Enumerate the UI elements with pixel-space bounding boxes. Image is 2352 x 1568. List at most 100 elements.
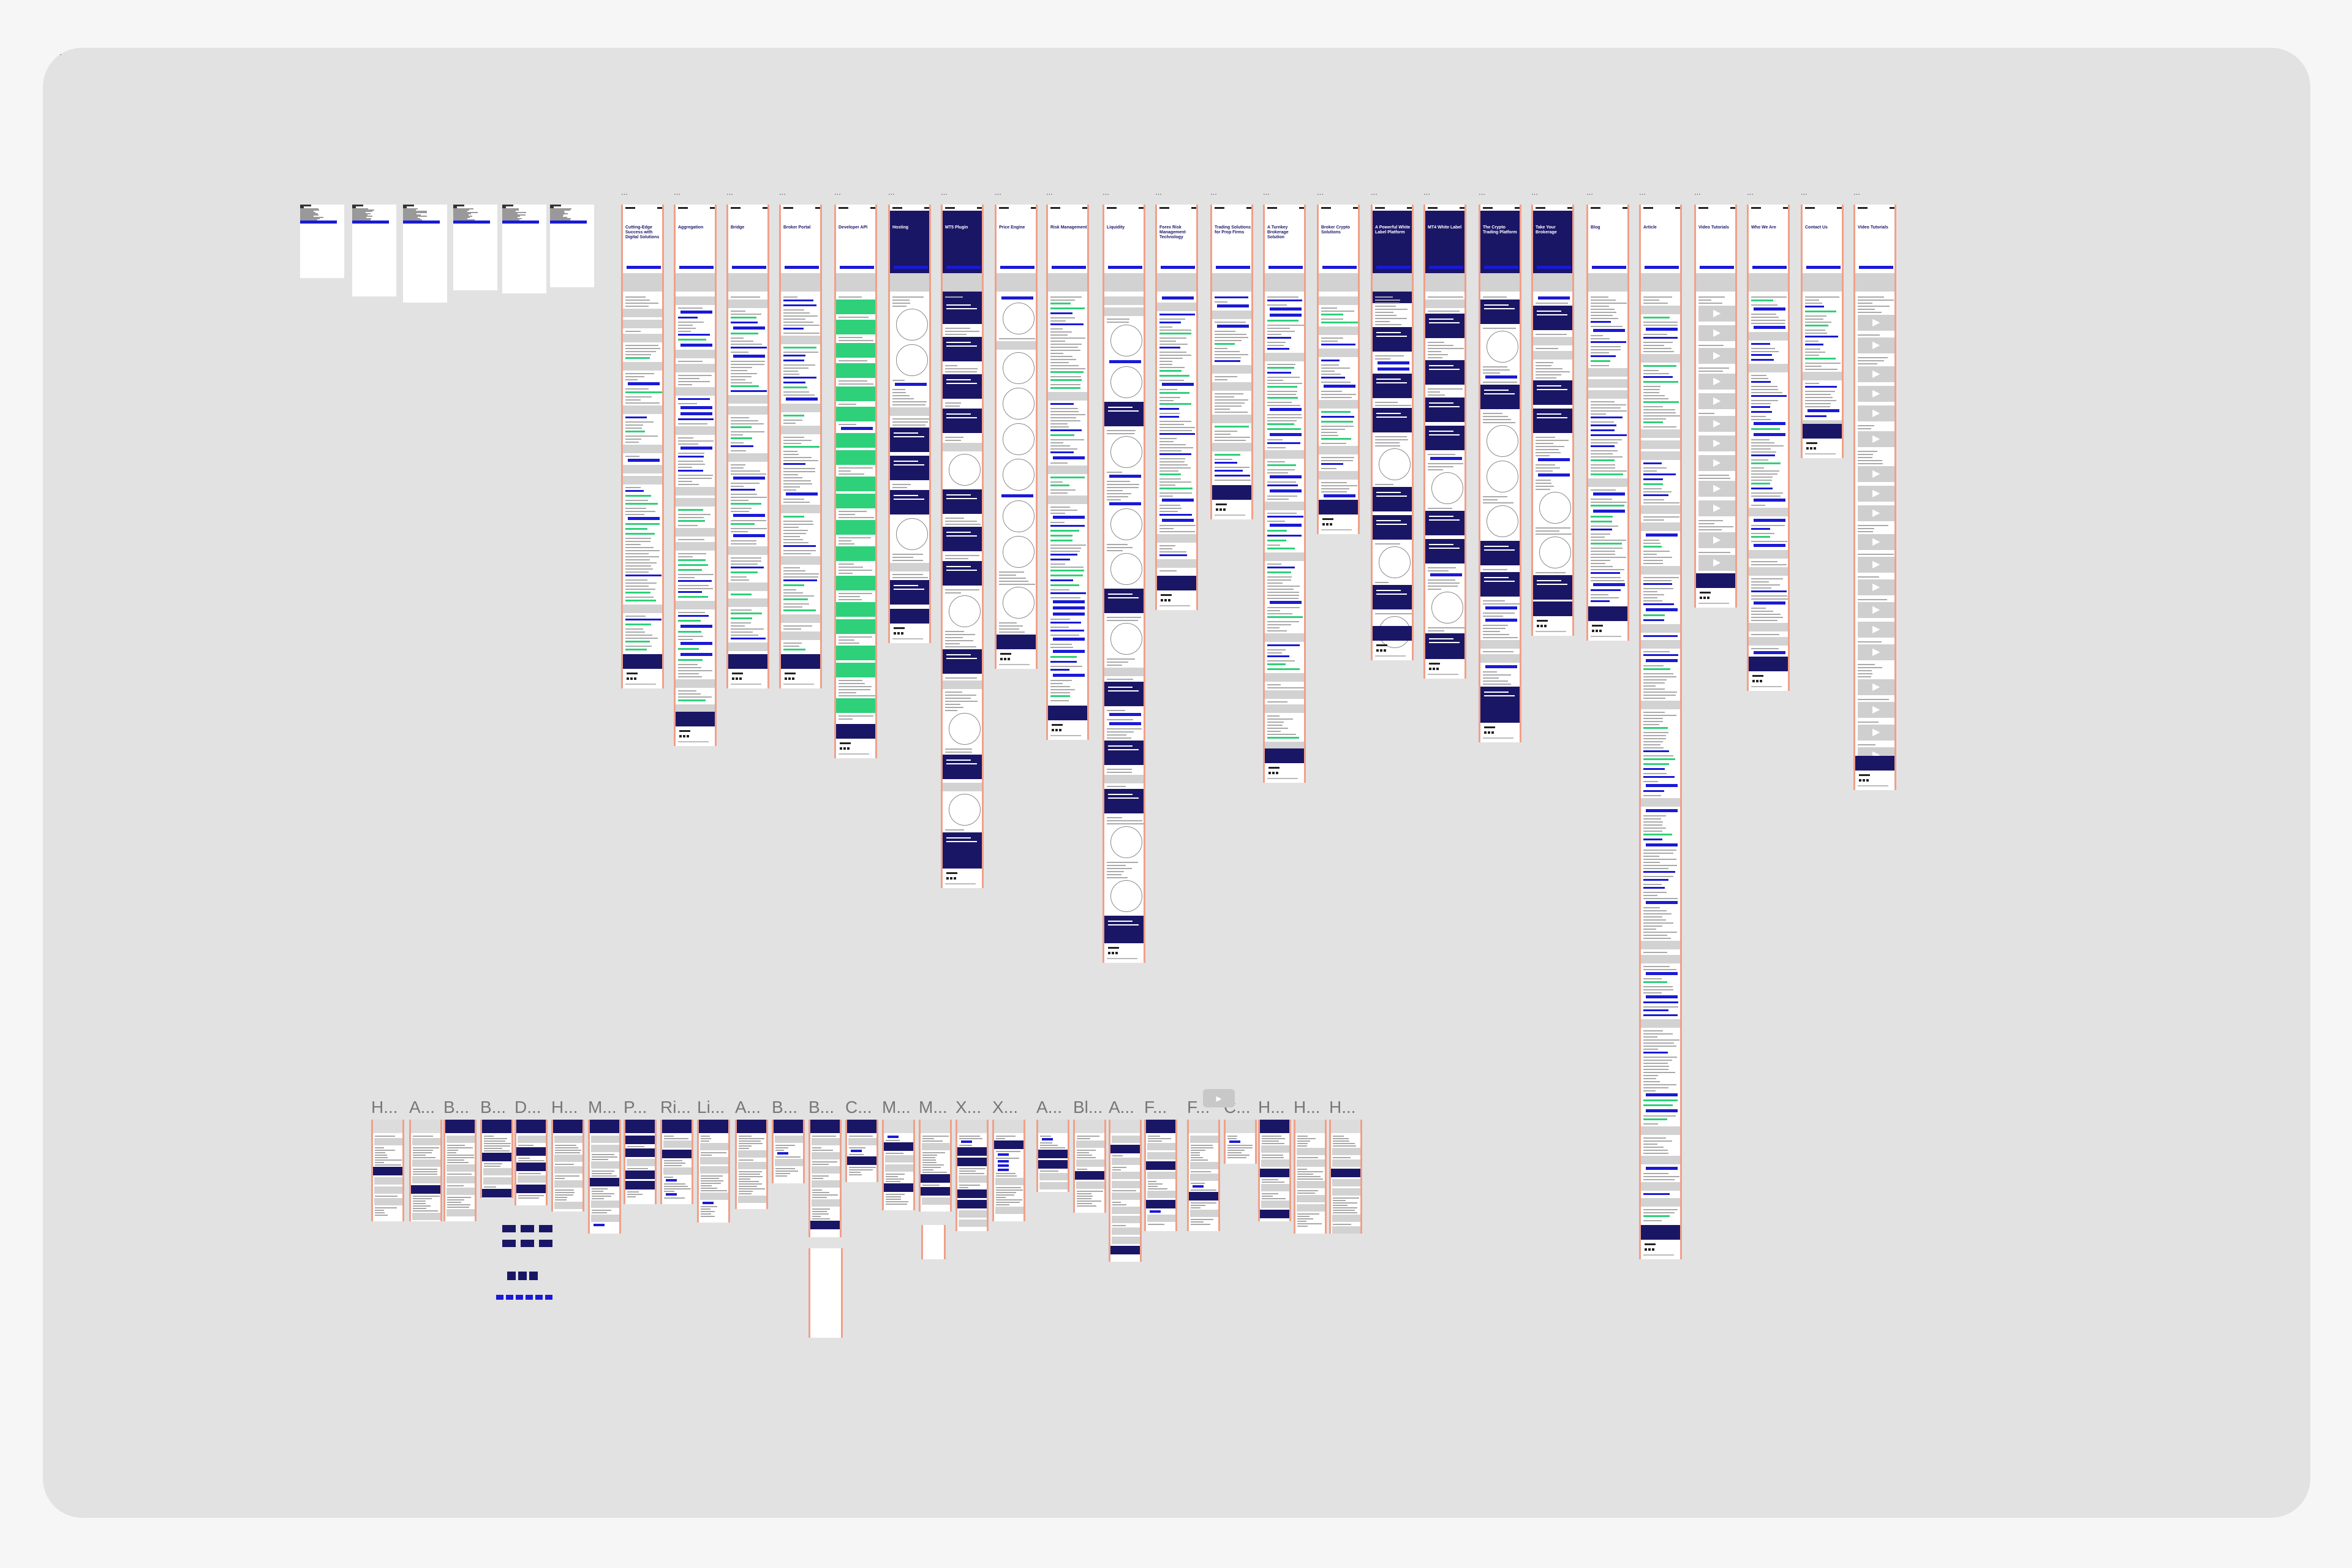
- play-icon[interactable]: ▶: [1872, 408, 1880, 418]
- button[interactable]: [1270, 314, 1302, 317]
- social-icon[interactable]: [1540, 625, 1543, 627]
- design-canvas[interactable]: ... Cutting-Edge Success with Digital Sol…: [43, 48, 2310, 1518]
- mobile-page-frame[interactable]: MT4 White Label: [1423, 205, 1466, 679]
- button[interactable]: [1324, 494, 1355, 497]
- play-icon[interactable]: ▶: [1872, 624, 1880, 635]
- button[interactable]: [1754, 326, 1785, 329]
- frame-label[interactable]: B...: [443, 1098, 470, 1117]
- frame-label[interactable]: A...: [735, 1098, 761, 1117]
- frame-label[interactable]: H...: [1258, 1098, 1285, 1117]
- button[interactable]: [733, 355, 765, 358]
- mobile-page-frame[interactable]: Hosting: [888, 205, 931, 643]
- video-thumbnail[interactable]: [1858, 622, 1894, 638]
- social-icon[interactable]: [1322, 523, 1325, 526]
- button[interactable]: [895, 383, 927, 386]
- mobile-page-frame[interactable]: Contact Us: [1801, 205, 1844, 458]
- button[interactable]: [1162, 383, 1194, 386]
- frame-label[interactable]: ...: [1747, 187, 1754, 197]
- social-icon[interactable]: [954, 877, 956, 880]
- menu-frame[interactable]: [403, 205, 447, 303]
- play-icon[interactable]: ▶: [1713, 376, 1721, 386]
- frame-label[interactable]: ...: [995, 187, 1001, 197]
- button[interactable]: [1754, 307, 1785, 311]
- video-thumbnail[interactable]: [1698, 481, 1735, 497]
- mobile-page-frame[interactable]: Cutting-Edge Success with Digital Soluti…: [621, 205, 664, 688]
- play-icon[interactable]: ▶: [1872, 388, 1880, 399]
- social-icon[interactable]: [687, 735, 689, 737]
- play-icon[interactable]: ▶: [1713, 350, 1721, 361]
- social-icon[interactable]: [1703, 597, 1706, 599]
- button[interactable]: [1646, 1167, 1678, 1170]
- frame-label[interactable]: ...: [1155, 187, 1162, 197]
- button[interactable]: [733, 514, 765, 517]
- social-icon[interactable]: [897, 632, 900, 635]
- desktop-page-frame[interactable]: [514, 1120, 548, 1205]
- cta-button[interactable]: [1429, 266, 1463, 269]
- button[interactable]: [1109, 722, 1141, 725]
- social-icon[interactable]: [1216, 508, 1218, 511]
- video-thumbnail[interactable]: [1698, 455, 1735, 471]
- desktop-page-frame[interactable]: [480, 1120, 513, 1198]
- button[interactable]: [1646, 809, 1678, 812]
- button[interactable]: [786, 398, 818, 401]
- frame-label[interactable]: F...: [1144, 1098, 1167, 1117]
- frame-label[interactable]: H...: [551, 1098, 578, 1117]
- social-icon[interactable]: [946, 877, 949, 880]
- mobile-page-frame[interactable]: Risk Management: [1046, 205, 1089, 740]
- desktop-page-frame[interactable]: [919, 1120, 952, 1212]
- button[interactable]: [703, 1202, 714, 1204]
- cta-button[interactable]: [1216, 266, 1250, 269]
- social-icon[interactable]: [739, 677, 742, 680]
- play-icon[interactable]: ▶: [1713, 483, 1721, 494]
- frame-label[interactable]: ...: [1371, 187, 1378, 197]
- frame-label[interactable]: ...: [1423, 187, 1430, 197]
- button[interactable]: [1162, 519, 1194, 522]
- button[interactable]: [1754, 433, 1785, 436]
- cta-button[interactable]: [894, 266, 928, 269]
- social-icon[interactable]: [679, 735, 682, 737]
- mobile-page-frame[interactable]: Aggregation: [674, 205, 717, 746]
- social-icon[interactable]: [630, 677, 633, 680]
- video-thumbnail[interactable]: [1858, 366, 1894, 382]
- cta-button[interactable]: [679, 266, 714, 269]
- social-icon[interactable]: [1268, 772, 1271, 774]
- play-icon[interactable]: ▶: [1872, 537, 1880, 547]
- cta-button[interactable]: [785, 266, 819, 269]
- button[interactable]: [1430, 457, 1462, 460]
- frame-label[interactable]: ...: [1801, 187, 1807, 197]
- social-icon[interactable]: [1112, 952, 1114, 954]
- cta-button[interactable]: [1052, 266, 1086, 269]
- mobile-page-frame[interactable]: The Crypto Trading Platform: [1479, 205, 1521, 742]
- button[interactable]: [1593, 583, 1625, 586]
- detached-frame[interactable]: [809, 1248, 843, 1338]
- mobile-page-frame[interactable]: Video Tutorials ▶ ▶ ▶ ▶ ▶ ▶ ▶ ▶ ▶ ▶ ▶ ▶: [1694, 205, 1737, 608]
- social-icon[interactable]: [1814, 447, 1816, 450]
- button[interactable]: [786, 492, 818, 496]
- menu-frame[interactable]: [352, 205, 396, 296]
- social-icon[interactable]: [1326, 523, 1329, 526]
- social-icon[interactable]: [1380, 649, 1382, 652]
- cta-button[interactable]: [732, 266, 766, 269]
- button[interactable]: [998, 1160, 1009, 1163]
- button[interactable]: [1042, 1138, 1053, 1140]
- social-icon[interactable]: [1223, 508, 1226, 511]
- button[interactable]: [1593, 510, 1625, 513]
- cta-button[interactable]: [627, 266, 661, 269]
- button[interactable]: [1754, 422, 1785, 425]
- video-thumbnail[interactable]: [1858, 486, 1894, 502]
- menu-frame[interactable]: [502, 205, 546, 293]
- play-icon[interactable]: ▶: [1713, 458, 1721, 468]
- desktop-page-frame[interactable]: [588, 1120, 621, 1234]
- social-icon[interactable]: [1059, 729, 1061, 731]
- play-cursor-icon[interactable]: ▸: [1203, 1089, 1235, 1107]
- desktop-page-frame[interactable]: [1187, 1120, 1220, 1231]
- button[interactable]: [628, 382, 660, 385]
- video-thumbnail[interactable]: [1858, 405, 1894, 421]
- button[interactable]: [841, 427, 873, 430]
- button[interactable]: [680, 653, 712, 656]
- button[interactable]: [680, 406, 712, 409]
- social-icon[interactable]: [1004, 658, 1006, 660]
- button[interactable]: [1754, 544, 1785, 547]
- frame-label[interactable]: C...: [845, 1098, 872, 1117]
- video-thumbnail[interactable]: [1858, 725, 1894, 741]
